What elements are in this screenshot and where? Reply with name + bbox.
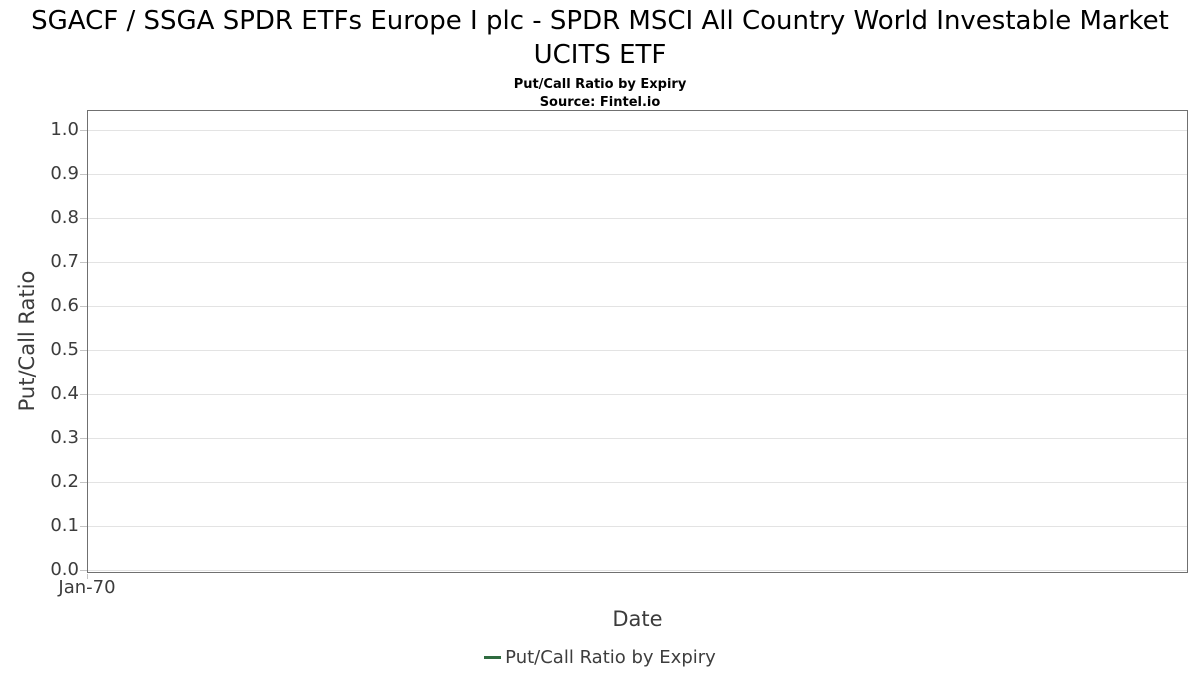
y-tick-mark [80, 570, 87, 571]
y-tick-label: 0.7 [50, 251, 79, 272]
y-gridline [88, 482, 1187, 483]
y-gridline [88, 262, 1187, 263]
y-tick-mark [80, 438, 87, 439]
y-tick-label: 0.0 [50, 559, 79, 580]
y-tick-mark [80, 130, 87, 131]
y-tick-mark [80, 482, 87, 483]
y-gridline [88, 174, 1187, 175]
x-tick-label: Jan-70 [58, 577, 116, 598]
y-gridline [88, 570, 1187, 571]
y-gridline [88, 130, 1187, 131]
y-tick-mark [80, 306, 87, 307]
y-gridline [88, 526, 1187, 527]
y-tick-mark [80, 350, 87, 351]
y-tick-mark [80, 526, 87, 527]
y-tick-mark [80, 262, 87, 263]
y-gridline [88, 218, 1187, 219]
y-tick-label: 0.3 [50, 427, 79, 448]
y-gridline [88, 394, 1187, 395]
y-tick-label: 0.5 [50, 339, 79, 360]
legend-item-put-call-ratio[interactable]: Put/Call Ratio by Expiry [484, 647, 716, 668]
chart-source: Source: Fintel.io [539, 95, 661, 110]
y-tick-label: 0.8 [50, 207, 79, 228]
y-tick-label: 1.0 [50, 119, 79, 140]
y-tick-label: 0.2 [50, 471, 79, 492]
y-gridline [88, 350, 1187, 351]
y-tick-mark [80, 394, 87, 395]
y-gridline [88, 306, 1187, 307]
chart-title: SGACF / SSGA SPDR ETFs Europe I plc - SP… [31, 6, 1169, 70]
y-tick-mark [80, 218, 87, 219]
x-axis-title: Date [612, 607, 663, 631]
chart-subtitle: Put/Call Ratio by Expiry [513, 77, 687, 92]
plot-area [80, 110, 1188, 573]
chart-legend: Put/Call Ratio by Expiry [0, 645, 1200, 669]
legend-line-marker [484, 655, 502, 659]
y-gridline [88, 438, 1187, 439]
x-tick-mark [87, 574, 88, 579]
y-tick-label: 0.6 [50, 295, 79, 316]
legend-label: Put/Call Ratio by Expiry [505, 646, 716, 668]
y-tick-label: 0.1 [50, 515, 79, 536]
y-tick-label: 0.4 [50, 383, 79, 404]
y-tick-mark [80, 174, 87, 175]
y-tick-label: 0.9 [50, 163, 79, 184]
